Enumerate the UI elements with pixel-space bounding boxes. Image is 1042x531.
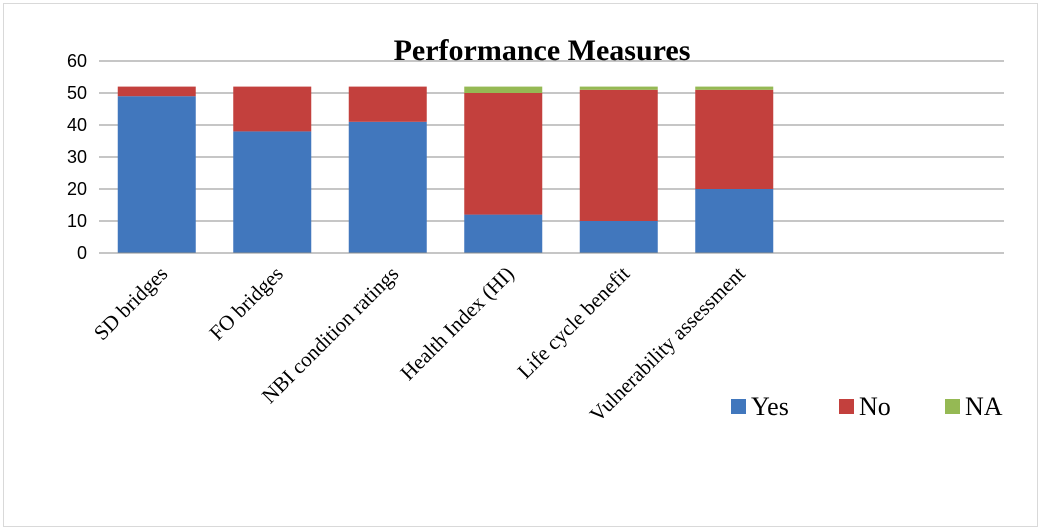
legend-label-yes: Yes — [751, 392, 789, 421]
y-tick-label: 20 — [67, 179, 87, 199]
bar-yes-6 — [695, 189, 774, 253]
y-axis-ticks: 0 10 20 30 40 50 60 — [67, 51, 87, 263]
legend: Yes No NA — [731, 392, 1003, 421]
y-tick-label: 0 — [77, 243, 87, 263]
legend-swatch-yes — [731, 399, 746, 414]
bar-no-4 — [464, 93, 543, 215]
legend-swatch-na — [945, 399, 960, 414]
y-tick-label: 50 — [67, 83, 87, 103]
bar-no-3 — [348, 86, 427, 122]
legend-label-na: NA — [965, 392, 1003, 421]
bar-no-6 — [695, 89, 774, 189]
x-category-label: FO bridges — [204, 262, 287, 345]
chart-title: Performance Measures — [394, 34, 691, 67]
bar-na-6 — [695, 86, 774, 90]
x-category-label: Health Index (HI) — [395, 262, 518, 385]
bar-no-5 — [579, 89, 658, 221]
y-tick-label: 60 — [67, 51, 87, 71]
bar-no-2 — [233, 86, 312, 132]
performance-measures-chart: Performance Measures 0 10 20 30 40 50 60 SD br… — [67, 34, 1004, 427]
legend-swatch-no — [839, 399, 854, 414]
x-category-label: SD bridges — [89, 262, 172, 345]
chart-area: Performance Measures 0 10 20 30 40 50 60 SD br… — [3, 3, 1038, 527]
bar-yes-3 — [348, 121, 427, 253]
bar-no-1 — [117, 86, 196, 97]
y-tick-label: 10 — [67, 211, 87, 231]
bar-na-4 — [464, 86, 543, 93]
bar-yes-4 — [464, 214, 543, 253]
x-category-label: Life cycle benefit — [513, 261, 635, 383]
bar-yes-1 — [117, 96, 196, 253]
legend-label-no: No — [859, 392, 891, 421]
y-tick-label: 30 — [67, 147, 87, 167]
bar-yes-5 — [579, 221, 658, 253]
bar-yes-2 — [233, 131, 312, 253]
bar-na-5 — [579, 86, 658, 90]
bars — [117, 86, 774, 253]
y-tick-label: 40 — [67, 115, 87, 135]
